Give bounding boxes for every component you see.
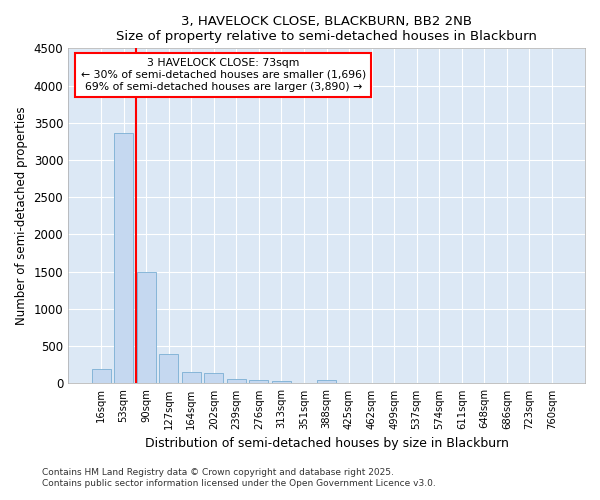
Bar	[182, 372, 201, 384]
X-axis label: Distribution of semi-detached houses by size in Blackburn: Distribution of semi-detached houses by …	[145, 437, 508, 450]
Bar	[92, 368, 110, 384]
Title: 3, HAVELOCK CLOSE, BLACKBURN, BB2 2NB
Size of property relative to semi-detached: 3, HAVELOCK CLOSE, BLACKBURN, BB2 2NB Si…	[116, 15, 537, 43]
Bar	[227, 378, 246, 384]
Bar	[114, 133, 133, 384]
Bar	[159, 354, 178, 384]
Bar	[317, 380, 336, 384]
Bar	[204, 373, 223, 384]
Text: 3 HAVELOCK CLOSE: 73sqm
← 30% of semi-detached houses are smaller (1,696)
69% of: 3 HAVELOCK CLOSE: 73sqm ← 30% of semi-de…	[80, 58, 366, 92]
Bar	[250, 380, 268, 384]
Y-axis label: Number of semi-detached properties: Number of semi-detached properties	[15, 106, 28, 325]
Bar	[137, 272, 156, 384]
Bar	[272, 381, 291, 384]
Text: Contains HM Land Registry data © Crown copyright and database right 2025.
Contai: Contains HM Land Registry data © Crown c…	[42, 468, 436, 487]
